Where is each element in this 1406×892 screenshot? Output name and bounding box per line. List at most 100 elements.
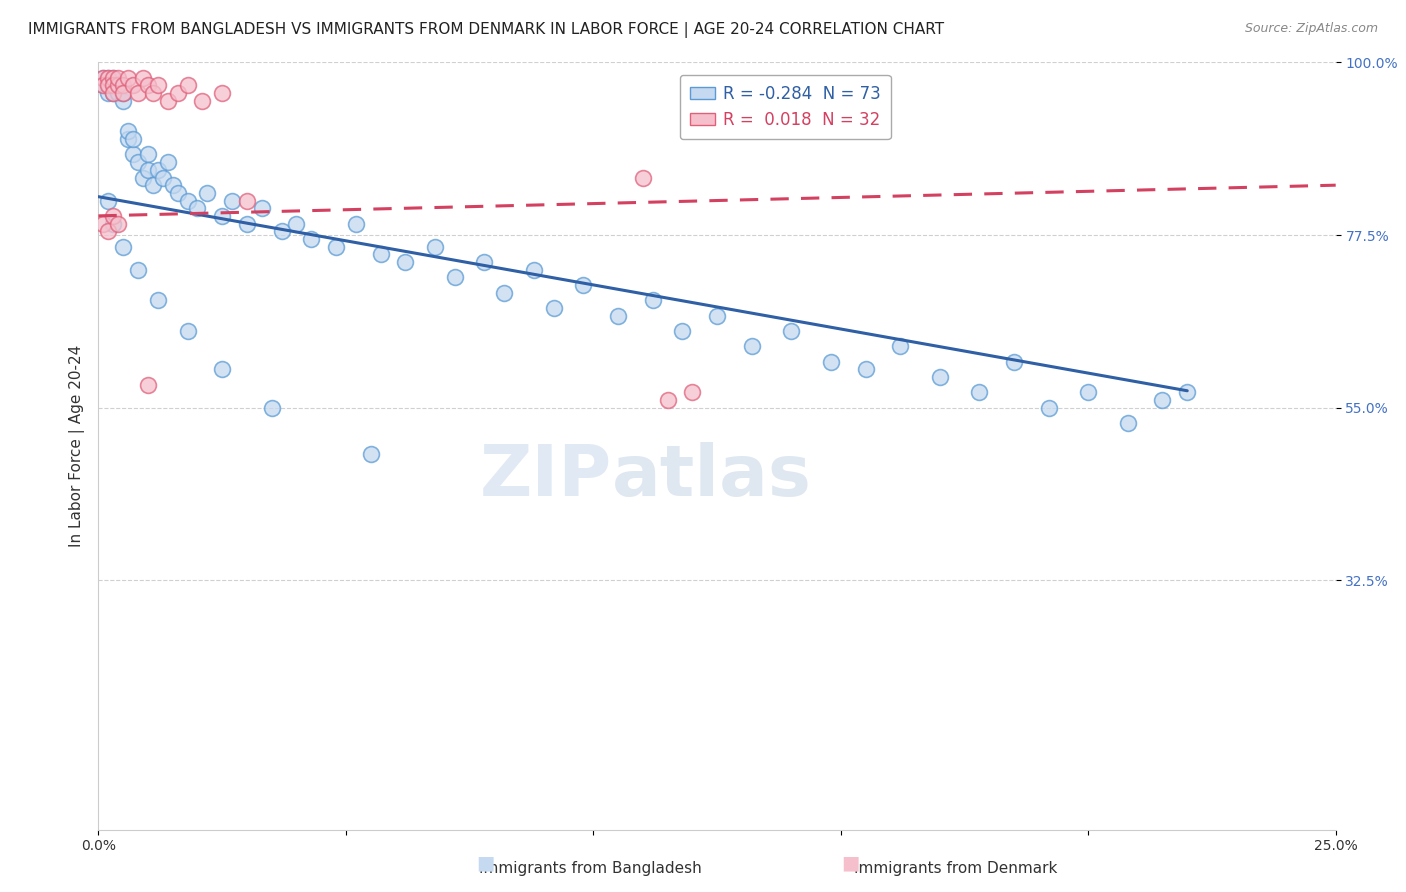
Point (117, 132, 139, 146)
Point (122, 147, 145, 161)
Point (112, 86, 135, 100)
Point (146, 78, 169, 93)
Point (107, 217, 129, 231)
Legend: R = -0.284  N = 73, R =  0.018  N = 32: R = -0.284 N = 73, R = 0.018 N = 32 (679, 75, 890, 139)
Point (1038, 401, 1060, 415)
Point (607, 309, 630, 323)
Point (93, 70, 115, 85)
Point (260, 401, 283, 415)
Point (152, 170, 174, 185)
Point (176, 324, 198, 338)
Point (1077, 385, 1099, 400)
Point (211, 362, 233, 376)
Point (176, 78, 198, 93)
Point (103, 217, 125, 231)
Point (1002, 354, 1025, 368)
Point (142, 178, 165, 193)
Point (780, 324, 803, 338)
Point (1116, 416, 1139, 430)
Point (127, 262, 149, 277)
Point (706, 309, 728, 323)
Point (132, 70, 155, 85)
Point (122, 132, 145, 146)
Point (97, 78, 120, 93)
Point (572, 277, 595, 292)
Point (107, 78, 129, 93)
Point (166, 86, 188, 100)
Text: Immigrants from Bangladesh: Immigrants from Bangladesh (479, 861, 702, 876)
Point (211, 209, 233, 223)
Point (136, 78, 159, 93)
Point (97, 78, 120, 93)
Point (1152, 392, 1174, 407)
Point (127, 155, 149, 169)
Point (423, 239, 446, 253)
Point (285, 217, 308, 231)
Point (97, 86, 120, 100)
Point (176, 194, 198, 208)
Point (146, 293, 169, 308)
Text: Source: ZipAtlas.com: Source: ZipAtlas.com (1244, 22, 1378, 36)
Point (103, 70, 125, 85)
Point (142, 86, 165, 100)
Point (93, 217, 115, 231)
Point (494, 285, 516, 300)
Text: ■: ■ (475, 854, 495, 872)
Point (136, 147, 159, 161)
Point (221, 194, 243, 208)
Point (122, 78, 145, 93)
Point (523, 262, 546, 277)
Text: ZIP: ZIP (479, 442, 612, 511)
Point (443, 270, 465, 285)
Point (360, 447, 382, 461)
Point (132, 170, 155, 185)
Point (299, 232, 322, 246)
Point (657, 392, 679, 407)
Point (191, 94, 214, 108)
Point (162, 178, 184, 193)
Point (156, 94, 179, 108)
Point (97, 70, 120, 85)
Point (543, 301, 565, 315)
Text: Immigrants from Denmark: Immigrants from Denmark (855, 861, 1057, 876)
Point (103, 70, 125, 85)
Point (107, 86, 129, 100)
Point (103, 78, 125, 93)
Point (93, 70, 115, 85)
Point (671, 324, 693, 338)
Point (156, 155, 179, 169)
Point (117, 70, 139, 85)
Point (103, 86, 125, 100)
Y-axis label: In Labor Force | Age 20-24: In Labor Force | Age 20-24 (69, 345, 84, 547)
Point (889, 339, 911, 353)
Point (112, 86, 135, 100)
Point (103, 209, 125, 223)
Point (103, 86, 125, 100)
Point (93, 78, 115, 93)
Point (112, 94, 135, 108)
Text: atlas: atlas (612, 442, 811, 511)
Point (127, 86, 149, 100)
Point (107, 78, 129, 93)
Point (394, 255, 416, 269)
Point (97, 70, 120, 85)
Point (855, 362, 877, 376)
Point (370, 247, 392, 261)
Point (146, 162, 169, 177)
Point (344, 217, 367, 231)
Point (211, 86, 233, 100)
Point (166, 186, 188, 200)
Point (474, 255, 496, 269)
Point (103, 78, 125, 93)
Point (641, 293, 664, 308)
Point (107, 70, 129, 85)
Point (325, 239, 347, 253)
Point (97, 194, 120, 208)
Point (969, 385, 991, 400)
Point (97, 224, 120, 238)
Point (136, 162, 159, 177)
Text: ■: ■ (841, 854, 860, 872)
Point (117, 124, 139, 138)
Point (236, 194, 259, 208)
Point (631, 170, 654, 185)
